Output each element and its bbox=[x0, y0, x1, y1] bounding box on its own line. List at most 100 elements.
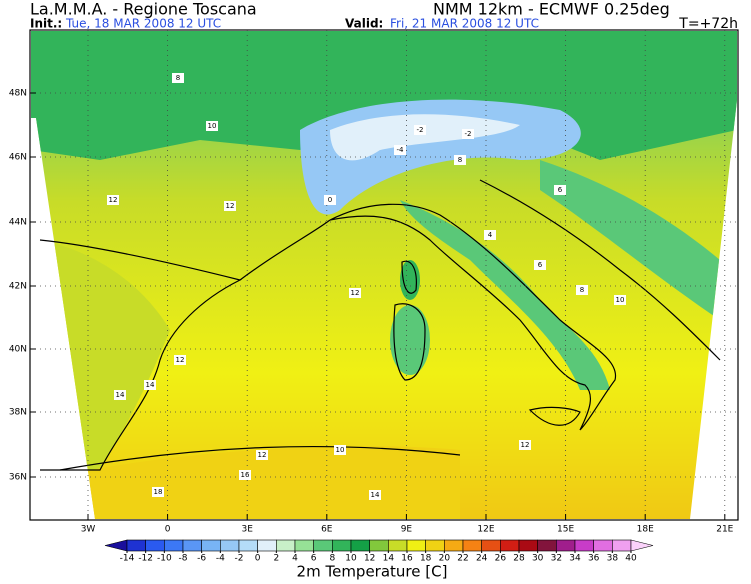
colorbar-bin bbox=[425, 539, 445, 552]
adriatic-coast bbox=[479, 179, 721, 361]
contour-label: 16 bbox=[241, 471, 250, 479]
colorbar-bin bbox=[481, 539, 501, 552]
contour-label-box bbox=[454, 155, 466, 165]
contour-label: 12 bbox=[351, 289, 360, 297]
contour-label-box bbox=[114, 390, 126, 400]
contour-label-box bbox=[174, 355, 186, 365]
corsica-coast bbox=[401, 260, 417, 294]
balkans bbox=[540, 160, 720, 320]
colorbar-bin bbox=[500, 539, 520, 552]
contour-label-box bbox=[152, 487, 164, 497]
apennines bbox=[400, 200, 610, 390]
coastlines bbox=[39, 179, 721, 471]
contour-label: 12 bbox=[258, 451, 267, 459]
colorbar-tick-label: 14 bbox=[383, 554, 395, 564]
colorbar-tick-label: -8 bbox=[179, 554, 188, 564]
title: La.M.M.A. - Regione Toscana bbox=[30, 0, 257, 19]
map-field bbox=[31, 31, 737, 519]
lon-label: 0 bbox=[165, 525, 171, 535]
lon-label: 9E bbox=[401, 525, 413, 535]
colorbar-tick-label: 2 bbox=[273, 554, 279, 564]
contour-label: -2 bbox=[465, 130, 472, 138]
colorbar-tick-label: -6 bbox=[197, 554, 206, 564]
colorbar-bin bbox=[313, 539, 333, 552]
iberia-coast bbox=[39, 239, 242, 471]
contour-label: 12 bbox=[176, 356, 185, 364]
colorbar-bin bbox=[145, 539, 165, 552]
contour-label-box bbox=[239, 470, 251, 480]
colorbar-bin bbox=[556, 539, 576, 552]
colorbar-bin bbox=[238, 539, 258, 552]
contour-label-box bbox=[107, 195, 119, 205]
map-frame bbox=[29, 29, 739, 521]
lon-label: 6E bbox=[321, 525, 333, 535]
contour-label: 12 bbox=[226, 202, 235, 210]
africa-coast bbox=[59, 445, 461, 471]
colorbar-arrow bbox=[630, 539, 654, 552]
colorbar-tick-label: 32 bbox=[551, 554, 562, 564]
contour-label-box bbox=[534, 260, 546, 270]
contour-label-box bbox=[394, 145, 406, 155]
colorbar-tick-label: 22 bbox=[457, 554, 468, 564]
colorbar-bin bbox=[350, 539, 370, 552]
africa bbox=[90, 446, 460, 519]
contour-label: 4 bbox=[488, 231, 493, 239]
colorbar-tick-label: -4 bbox=[216, 554, 225, 564]
colorbar-bin bbox=[462, 539, 482, 552]
colorbar-tick-label: 20 bbox=[439, 554, 451, 564]
contour-label: -2 bbox=[417, 126, 424, 134]
colorbar-tick-label: 6 bbox=[311, 554, 317, 564]
colorbar-bin bbox=[612, 539, 632, 552]
contour-label: 14 bbox=[371, 491, 380, 499]
contour-label: 8 bbox=[458, 156, 462, 164]
colorbar-tick-label: 30 bbox=[532, 554, 544, 564]
contour-label-box bbox=[144, 380, 156, 390]
contour-label-box bbox=[324, 195, 336, 205]
lon-label: 18E bbox=[637, 525, 654, 535]
colorbar-tick-label: 16 bbox=[401, 554, 413, 564]
contour-label: 8 bbox=[176, 74, 180, 82]
contour-label-box bbox=[554, 185, 566, 195]
italy-coast bbox=[329, 203, 617, 431]
colorbar-arrow bbox=[104, 539, 128, 552]
valid-label: Valid: bbox=[345, 17, 383, 31]
colorbar-tick-label: -2 bbox=[235, 554, 244, 564]
colorbar-bin bbox=[201, 539, 221, 552]
colorbar-tick-label: 12 bbox=[364, 554, 375, 564]
colorbar-tick-label: 8 bbox=[329, 554, 335, 564]
lon-label: 12E bbox=[477, 525, 494, 535]
contour-label: 14 bbox=[116, 391, 125, 399]
colorbar-bin bbox=[388, 539, 408, 552]
contour-label: 6 bbox=[558, 186, 563, 194]
contour-label: 10 bbox=[616, 296, 625, 304]
contour-label-box bbox=[484, 230, 496, 240]
colorbar-tick-label: 4 bbox=[292, 554, 298, 564]
colorbar-bin bbox=[220, 539, 240, 552]
colorbar-tick-label: 36 bbox=[588, 554, 600, 564]
colorbar-tick-label: 24 bbox=[476, 554, 488, 564]
contour-label-box bbox=[256, 450, 268, 460]
lon-label: 21E bbox=[716, 525, 733, 535]
contour-label-box bbox=[414, 125, 426, 135]
lat-label: 40N bbox=[9, 345, 27, 355]
france-coast bbox=[239, 219, 331, 281]
contour-label: 18 bbox=[154, 488, 163, 496]
lon-label: 3W bbox=[81, 525, 96, 535]
contour-label-box bbox=[614, 295, 626, 305]
contour-label-box bbox=[206, 121, 218, 131]
model: NMM 12km - ECMWF 0.25deg bbox=[433, 0, 670, 19]
contour-label: 10 bbox=[208, 122, 217, 130]
lon-label: 15E bbox=[557, 525, 574, 535]
colorbar-bin bbox=[182, 539, 202, 552]
sardinia bbox=[390, 305, 430, 375]
lead-time: T=+72h bbox=[678, 16, 738, 32]
colorbar-tick-label: 38 bbox=[607, 554, 619, 564]
colorbar-tick-label: 34 bbox=[569, 554, 581, 564]
contour-label-box bbox=[172, 73, 184, 83]
contour-label-box bbox=[224, 201, 236, 211]
lat-label: 44N bbox=[9, 218, 27, 228]
contour-label: 0 bbox=[328, 196, 332, 204]
colorbar-tick-label: 10 bbox=[345, 554, 357, 564]
colorbar-bin bbox=[537, 539, 557, 552]
contour-label: 12 bbox=[521, 441, 530, 449]
